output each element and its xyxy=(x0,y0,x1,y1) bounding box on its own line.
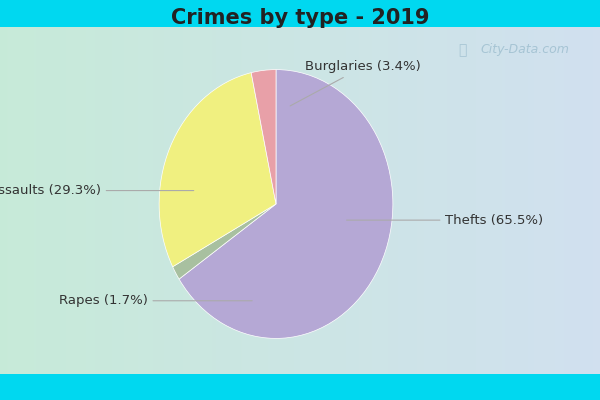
Text: Burglaries (3.4%): Burglaries (3.4%) xyxy=(290,60,421,106)
Text: ⓘ: ⓘ xyxy=(458,43,466,57)
Wedge shape xyxy=(159,73,276,267)
Wedge shape xyxy=(173,204,276,279)
Text: Assaults (29.3%): Assaults (29.3%) xyxy=(0,184,194,197)
Wedge shape xyxy=(179,70,393,338)
Text: Thefts (65.5%): Thefts (65.5%) xyxy=(347,214,544,227)
Wedge shape xyxy=(251,70,276,204)
Text: Rapes (1.7%): Rapes (1.7%) xyxy=(59,294,252,307)
Text: City-Data.com: City-Data.com xyxy=(480,44,569,56)
Text: Crimes by type - 2019: Crimes by type - 2019 xyxy=(171,8,429,28)
